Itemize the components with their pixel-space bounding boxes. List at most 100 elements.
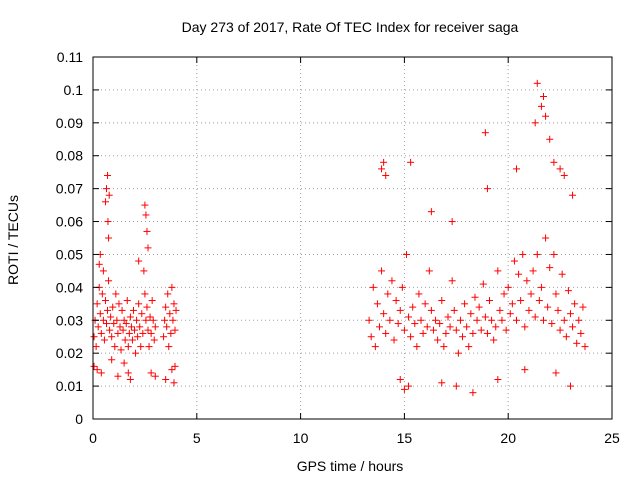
data-point: [161, 316, 169, 324]
data-point: [148, 297, 156, 305]
data-point: [409, 303, 417, 311]
data-point: [398, 283, 406, 291]
data-point: [126, 313, 134, 321]
data-point: [380, 158, 388, 166]
data-point: [150, 336, 158, 344]
data-point: [423, 323, 431, 331]
data-point: [134, 333, 142, 341]
data-point: [390, 336, 398, 344]
data-point: [513, 316, 521, 324]
data-point: [102, 185, 110, 193]
data-point: [140, 267, 148, 275]
x-axis-label: GPS time / hours: [297, 458, 404, 474]
data-point: [456, 316, 464, 324]
data-point: [556, 326, 564, 334]
data-point: [141, 290, 149, 298]
data-point: [481, 313, 489, 321]
data-point: [171, 362, 179, 370]
data-point: [525, 306, 533, 314]
data-point: [131, 326, 139, 334]
data-point: [556, 165, 564, 173]
data-point: [579, 303, 587, 311]
data-point: [382, 171, 390, 179]
data-point: [394, 320, 402, 328]
data-point: [407, 158, 415, 166]
data-point: [407, 333, 415, 341]
data-point: [566, 310, 574, 318]
data-point: [171, 326, 179, 334]
y-tick-label: 0: [75, 411, 83, 427]
data-point: [539, 316, 547, 324]
data-point: [146, 313, 154, 321]
data-point: [427, 208, 435, 216]
data-point: [147, 329, 155, 337]
data-point: [145, 343, 153, 351]
data-point: [104, 218, 112, 226]
data-point: [104, 306, 112, 314]
data-point: [107, 313, 115, 321]
data-point: [142, 316, 150, 324]
data-point: [139, 329, 147, 337]
data-point: [492, 323, 500, 331]
data-point: [109, 303, 117, 311]
data-point: [564, 287, 572, 295]
data-point: [539, 92, 547, 100]
data-point: [133, 316, 141, 324]
data-point: [121, 336, 129, 344]
data-point: [413, 343, 421, 351]
data-point: [432, 316, 440, 324]
data-point: [461, 300, 469, 308]
data-point: [105, 277, 113, 285]
data-point: [569, 191, 577, 199]
data-point: [132, 349, 140, 357]
data-point: [560, 316, 568, 324]
data-point: [151, 372, 159, 380]
data-point: [111, 343, 119, 351]
data-point: [167, 329, 175, 337]
data-point: [124, 369, 132, 377]
data-point: [96, 310, 104, 318]
data-point: [446, 323, 454, 331]
data-point: [442, 329, 450, 337]
data-point: [373, 300, 381, 308]
data-point: [504, 283, 512, 291]
data-point: [569, 323, 577, 331]
data-point: [542, 234, 550, 242]
data-point: [500, 290, 508, 298]
data-point: [469, 389, 477, 397]
data-point: [144, 326, 152, 334]
data-point: [112, 290, 120, 298]
data-point: [483, 329, 491, 337]
data-point: [163, 323, 171, 331]
data-point: [129, 306, 137, 314]
data-point: [450, 306, 458, 314]
data-point: [375, 323, 383, 331]
data-point: [502, 326, 510, 334]
data-point: [577, 329, 585, 337]
y-tick-label: 0.07: [56, 181, 83, 197]
data-point: [494, 376, 502, 384]
data-points: [90, 79, 589, 397]
data-point: [94, 323, 102, 331]
y-tick-label: 0.06: [56, 214, 83, 230]
data-point: [400, 385, 408, 393]
data-point: [106, 326, 114, 334]
data-point: [102, 320, 110, 328]
y-tick-label: 0.11: [57, 49, 83, 65]
data-point: [380, 310, 388, 318]
data-point: [365, 316, 373, 324]
data-point: [575, 316, 583, 324]
data-point: [479, 280, 487, 288]
data-point: [452, 326, 460, 334]
data-point: [448, 218, 456, 226]
data-point: [119, 326, 127, 334]
data-point: [417, 316, 425, 324]
data-point: [164, 290, 172, 298]
data-point: [162, 303, 170, 311]
data-point: [411, 320, 419, 328]
x-tick-label: 20: [500, 430, 516, 446]
y-tick-label: 0.1: [64, 82, 84, 98]
data-point: [127, 323, 135, 331]
data-point: [388, 277, 396, 285]
